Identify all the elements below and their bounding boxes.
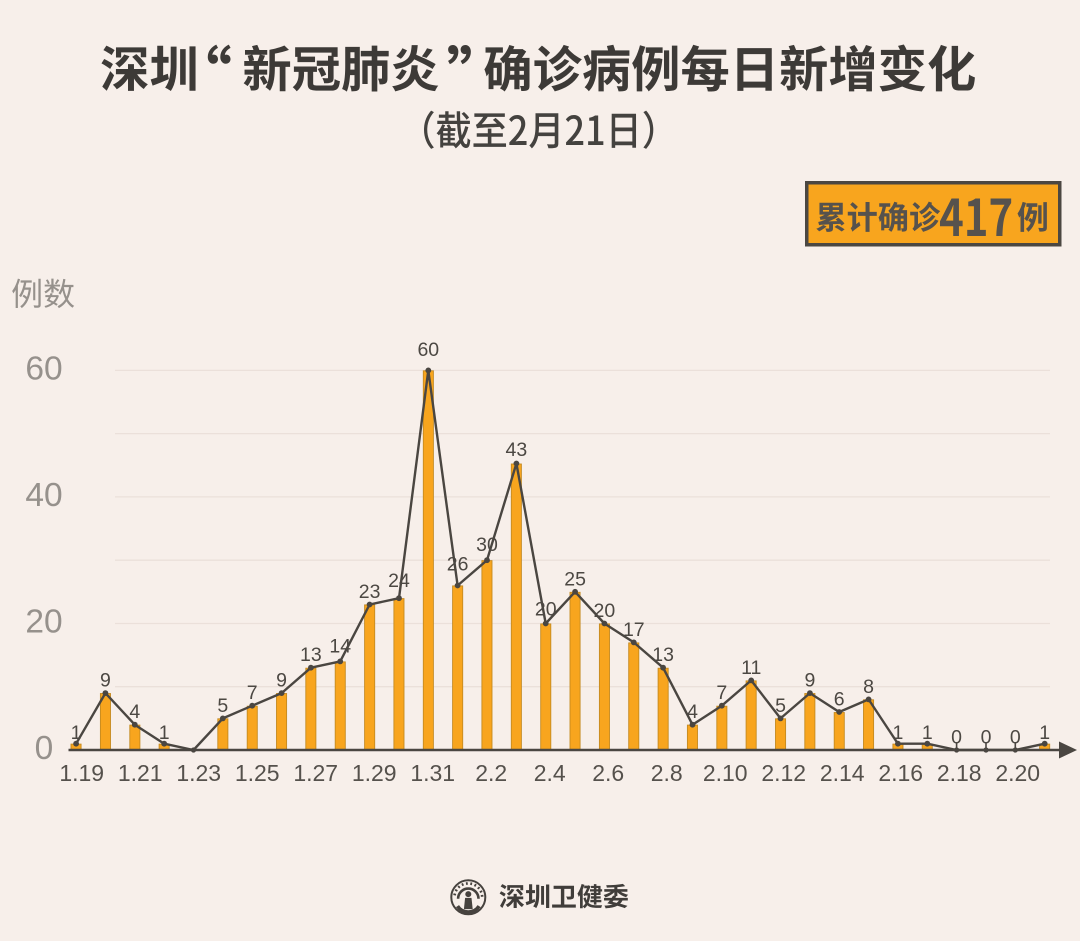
svg-text:5: 5: [775, 695, 786, 717]
svg-text:13: 13: [300, 644, 322, 666]
svg-text:13: 13: [652, 644, 674, 666]
svg-text:20: 20: [25, 604, 62, 641]
svg-text:1: 1: [159, 722, 170, 744]
svg-text:1.21: 1.21: [118, 760, 163, 786]
svg-text:2.16: 2.16: [878, 760, 923, 786]
svg-text:0: 0: [35, 730, 54, 767]
svg-text:5: 5: [217, 695, 228, 717]
svg-text:43: 43: [506, 439, 528, 461]
svg-text:40: 40: [25, 477, 62, 514]
svg-text:1.31: 1.31: [410, 760, 455, 786]
svg-text:9: 9: [804, 670, 815, 692]
svg-text:25: 25: [564, 568, 586, 590]
svg-text:1.29: 1.29: [352, 760, 397, 786]
svg-text:2.2: 2.2: [475, 760, 507, 786]
svg-text:6: 6: [834, 689, 845, 711]
svg-text:60: 60: [25, 350, 62, 387]
svg-text:23: 23: [359, 581, 381, 603]
svg-text:1.19: 1.19: [59, 760, 104, 786]
svg-text:60: 60: [417, 339, 439, 361]
svg-text:17: 17: [623, 619, 645, 641]
svg-text:1: 1: [922, 722, 933, 744]
svg-text:2.8: 2.8: [651, 760, 683, 786]
svg-text:26: 26: [447, 554, 469, 576]
svg-text:2.4: 2.4: [534, 760, 566, 786]
svg-text:2.20: 2.20: [995, 760, 1040, 786]
svg-text:9: 9: [276, 670, 287, 692]
svg-text:2.6: 2.6: [592, 760, 624, 786]
svg-text:8: 8: [863, 676, 874, 698]
svg-text:2.14: 2.14: [820, 760, 865, 786]
svg-text:14: 14: [329, 635, 351, 657]
svg-text:2.12: 2.12: [761, 760, 806, 786]
svg-text:11: 11: [741, 657, 761, 679]
svg-text:4: 4: [687, 701, 698, 723]
svg-text:0: 0: [1010, 727, 1021, 749]
svg-text:2.18: 2.18: [937, 760, 982, 786]
svg-text:9: 9: [100, 670, 111, 692]
svg-text:4: 4: [129, 701, 140, 723]
svg-text:1: 1: [71, 722, 82, 744]
svg-text:30: 30: [476, 534, 498, 556]
svg-text:0: 0: [951, 727, 962, 749]
svg-text:24: 24: [388, 570, 410, 592]
svg-text:20: 20: [535, 599, 557, 621]
svg-text:1.27: 1.27: [293, 760, 338, 786]
svg-text:1.25: 1.25: [235, 760, 280, 786]
svg-text:2.10: 2.10: [703, 760, 748, 786]
svg-text:7: 7: [716, 682, 727, 704]
svg-text:1.23: 1.23: [176, 760, 221, 786]
svg-text:0: 0: [981, 727, 992, 749]
svg-text:1: 1: [1039, 722, 1050, 744]
svg-text:20: 20: [594, 600, 616, 622]
svg-text:1: 1: [892, 722, 903, 744]
svg-text:7: 7: [247, 682, 258, 704]
